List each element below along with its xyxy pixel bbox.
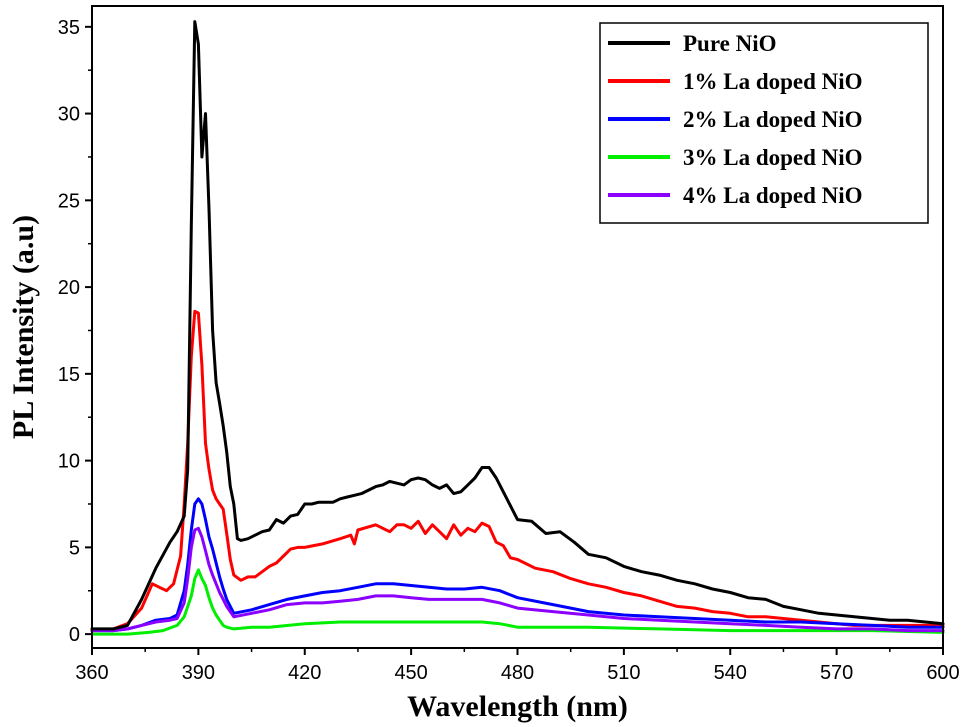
series-line-2 bbox=[90, 309, 945, 633]
y-tick-label: 25 bbox=[58, 190, 80, 212]
series-layer bbox=[90, 20, 945, 636]
series-line-1 bbox=[90, 20, 945, 631]
series-line-4 bbox=[90, 568, 945, 636]
x-tick-label: 570 bbox=[820, 662, 853, 684]
y-tick-label: 20 bbox=[58, 277, 80, 299]
y-tick-label: 5 bbox=[69, 537, 80, 559]
y-tick-label: 10 bbox=[58, 451, 80, 473]
y-tick-label: 15 bbox=[58, 364, 80, 386]
x-axis: 360 390 420 450 480 510 540 570 600 bbox=[75, 648, 960, 684]
x-tick-label: 510 bbox=[607, 662, 640, 684]
x-tick-label: 540 bbox=[714, 662, 747, 684]
legend-box bbox=[599, 22, 929, 224]
x-tick-label: 600 bbox=[926, 662, 959, 684]
y-axis-title: PL Intensity (a.u) bbox=[7, 215, 40, 439]
series-line-5 bbox=[90, 526, 945, 633]
y-tick-label: 0 bbox=[69, 624, 80, 646]
legend: Pure NiO 1% La doped NiO 2% La doped NiO 3%… bbox=[599, 22, 929, 224]
legend-label: 2% La doped NiO bbox=[683, 107, 863, 132]
legend-label: 1% La doped NiO bbox=[683, 69, 863, 94]
legend-label: 4% La doped NiO bbox=[683, 183, 863, 208]
y-tick-label: 35 bbox=[58, 17, 80, 39]
y-tick-label: 30 bbox=[58, 104, 80, 126]
x-tick-label: 420 bbox=[288, 662, 321, 684]
x-tick-label: 390 bbox=[182, 662, 215, 684]
legend-label: Pure NiO bbox=[683, 31, 776, 56]
x-tick-label: 480 bbox=[501, 662, 534, 684]
x-tick-label: 360 bbox=[75, 662, 108, 684]
x-axis-title: Wavelength (nm) bbox=[407, 690, 628, 723]
legend-label: 3% La doped NiO bbox=[683, 145, 863, 170]
series-line-3 bbox=[90, 497, 945, 633]
x-tick-label: 450 bbox=[394, 662, 427, 684]
y-axis: 0 5 10 15 20 25 30 35 bbox=[58, 17, 92, 646]
